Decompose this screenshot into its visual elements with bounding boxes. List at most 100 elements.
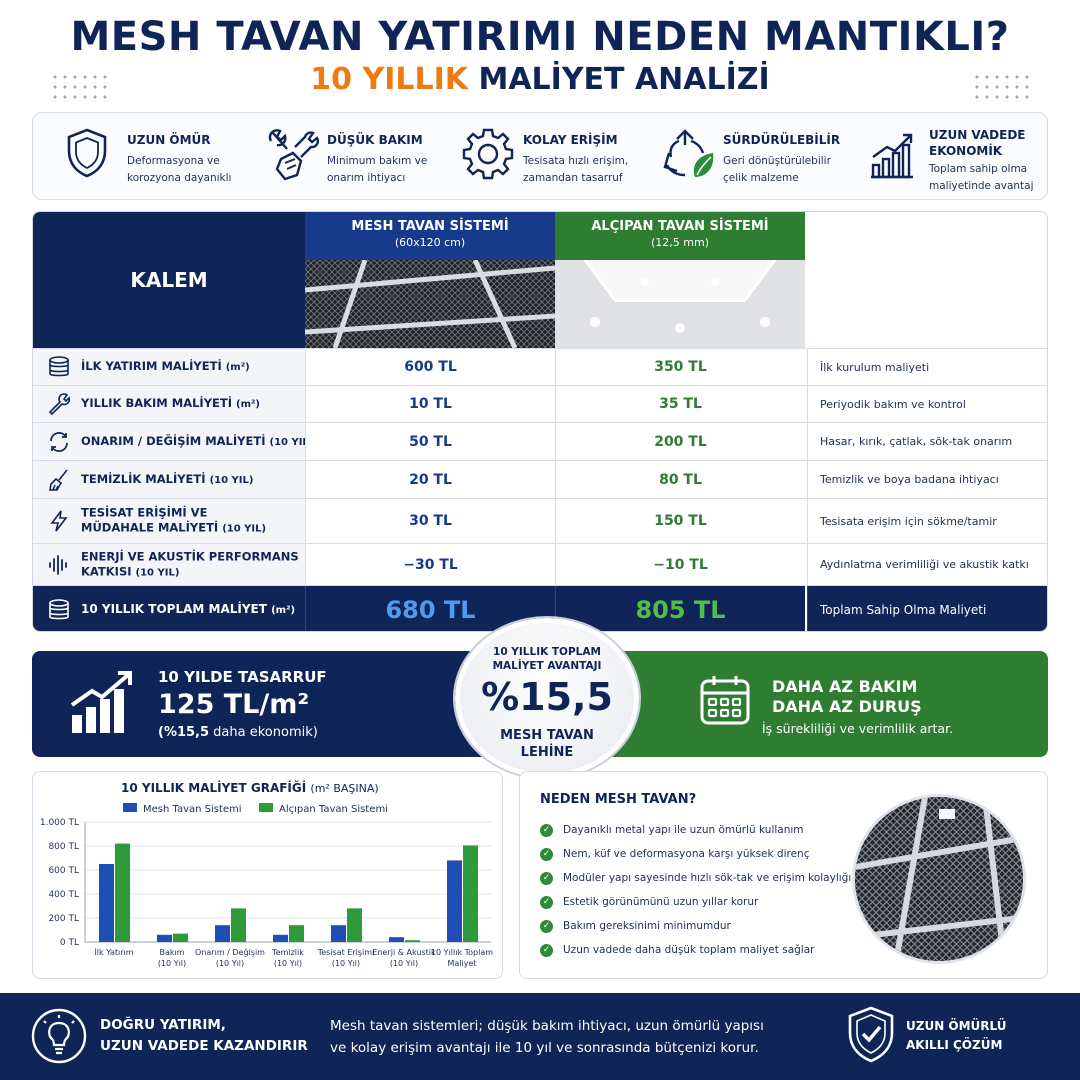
list-item: ✓ Estetik görünümünü uzun yıllar korur (540, 890, 851, 914)
recycle-leaf-icon (663, 129, 714, 177)
footer: DOĞRU YATIRIM, UZUN VADEDE KAZANDIRIR Mes… (0, 993, 1080, 1080)
shield-icon (67, 128, 107, 178)
row-label: ENERJİ VE AKUSTİK PERFORMANS KATKISI (10 … (81, 549, 299, 578)
feature-title: KOLAY ERİŞİM (523, 133, 618, 147)
row-description: Tesisata erişim için sökme/tamir (807, 499, 1047, 543)
row-description: Hasar, kırık, çatlak, sök-tak onarım (807, 423, 1047, 460)
legend-label: Alçıpan Tavan Sistemi (279, 804, 388, 815)
bar-mesh (157, 934, 172, 942)
x-tick-label: Enerji & Akustik (372, 948, 436, 957)
mesh-value: 30 TL (305, 499, 555, 543)
subtitle-rest: MALİYET ANALİZİ (478, 62, 770, 97)
table-row: İLK YATIRIM MALİYETİ (m²) 600 TL 350 TL … (33, 348, 1047, 385)
mesh-ceiling-photo (305, 260, 555, 348)
row-description: Aydınlatma verimliliği ve akustik katkı (807, 544, 1047, 585)
chart-title: 10 YILLIK MALİYET GRAFİĞİ (m² BAŞINA) (121, 781, 379, 795)
y-tick-label: 200 TL (48, 914, 79, 924)
lightbulb-icon (31, 1008, 87, 1064)
list-item: ✓ Dayanıklı metal yapı ile uzun ömürlü ku… (540, 818, 851, 842)
coins-icon (49, 356, 69, 377)
refresh-icon (50, 431, 68, 452)
cost-comparison-table: KALEM MESH TAVAN SİSTEMİ (60x120 cm) ALÇI… (32, 211, 1048, 632)
feature-item: KOLAY ERİŞİM Tesisata hızlı erişim, zaman… (461, 113, 651, 201)
feature-item: UZUN VADEDE EKONOMİK Toplam sahip olma mal… (867, 113, 1047, 201)
dot-pattern-right (972, 72, 1032, 102)
benefit-note: İş sürekliliği ve verimlilik artar. (762, 721, 954, 736)
x-tick-label: 10 Yıllık Toplam (431, 948, 493, 957)
mesh-total-value: 680 TL (305, 586, 555, 631)
row-label: TEMİZLİK MALİYETİ (10 YIL) (81, 471, 254, 486)
feature-desc: Minimum bakım ve onarım ihtiyacı (327, 155, 428, 184)
bar-alcipan (115, 843, 130, 942)
wrench-icon (48, 393, 71, 415)
why-mesh-panel: NEDEN MESH TAVAN? ✓ Dayanıklı metal yapı … (519, 771, 1048, 979)
column-header-alcipan: ALÇIPAN TAVAN SİSTEMİ (12,5 mm) (555, 212, 805, 260)
why-title: NEDEN MESH TAVAN? (540, 792, 697, 807)
row-label: YILLIK BAKIM MALİYETİ (m²) (81, 396, 260, 410)
bar-mesh (273, 934, 288, 942)
list-item: ✓ Nem, küf ve deformasyona karşı yüksek d… (540, 842, 851, 866)
legend-label: Mesh Tavan Sistemi (143, 804, 242, 815)
feature-item: UZUN ÖMÜR Deformasyona ve korozyona dayan… (65, 113, 245, 201)
advantage-badge: 10 YILLIK TOPLAM MALİYET AVANTAJI %15,5 M… (455, 618, 639, 778)
gear-icon (462, 128, 514, 180)
benefit-title: DAHA AZ BAKIM DAHA AZ DURUŞ (772, 677, 922, 716)
x-tick-label: (10 Yıl) (216, 959, 244, 968)
x-tick-label: (10 Yıl) (332, 959, 360, 968)
rising-bars-icon (70, 671, 132, 733)
x-tick-label: Temizlik (271, 948, 304, 957)
check-icon: ✓ (540, 847, 553, 861)
bar-alcipan (405, 940, 420, 942)
x-tick-label: Onarım / Değişim (195, 948, 265, 957)
broom-icon (49, 469, 68, 491)
alcipan-total-value: 805 TL (555, 586, 805, 631)
bar-alcipan (463, 845, 478, 942)
alcipan-value: 200 TL (555, 423, 805, 460)
dot-pattern-left (50, 72, 110, 102)
check-icon: ✓ (540, 871, 553, 885)
bolt-icon (50, 510, 68, 532)
footer-slogan: DOĞRU YATIRIM, UZUN VADEDE KAZANDIRIR (100, 1017, 308, 1054)
y-tick-label: 1.000 TL (40, 818, 79, 828)
alcipan-value: 150 TL (555, 499, 805, 543)
row-description: Periyodik bakım ve kontrol (807, 386, 1047, 422)
x-tick-label: Tesisat Erişimi (317, 948, 375, 957)
feature-desc: Toplam sahip olma maliyetinde avantaj (929, 163, 1034, 192)
benefit-panel: DAHA AZ BAKIM DAHA AZ DURUŞ İş sürekliliğ… (586, 651, 1048, 757)
bar-mesh (99, 864, 114, 942)
savings-panel: 10 YILDE TASARRUF 125 TL/m² (%15,5 daha … (32, 651, 502, 757)
feature-title: DÜŞÜK BAKIM (327, 133, 423, 147)
page-title: MESH TAVAN YATIRIMI NEDEN MANTIKLI? (70, 14, 1010, 60)
sound-wave-icon (49, 554, 67, 575)
calendar-icon (700, 676, 750, 725)
savings-title: 10 YILDE TASARRUF (158, 668, 327, 686)
feature-desc: Geri dönüştürülebilir çelik malzeme (723, 155, 831, 184)
gypsum-ceiling-photo (555, 260, 805, 348)
feature-item: SÜRDÜRÜLEBİLİR Geri dönüştürülebilir çeli… (661, 113, 851, 201)
feature-desc: Deformasyona ve korozyona dayanıklı (127, 155, 232, 184)
bar-alcipan (173, 933, 188, 942)
check-icon: ✓ (540, 919, 553, 933)
mesh-value: −30 TL (305, 544, 555, 585)
row-description: Temizlik ve boya badana ihtiyacı (807, 461, 1047, 498)
alcipan-value: 350 TL (555, 349, 805, 385)
mesh-value: 600 TL (305, 349, 555, 385)
check-icon: ✓ (540, 943, 553, 957)
savings-value: 125 TL/m² (158, 689, 310, 720)
bar-mesh (447, 860, 462, 942)
legend-swatch (123, 803, 137, 812)
chart-canvas: Mesh Tavan Sistemi Alçıpan Tavan Sistemi 1… (40, 803, 493, 968)
shield-check-icon (848, 1006, 894, 1063)
y-tick-label: 400 TL (48, 890, 79, 900)
footer-message: Mesh tavan sistemleri; düşük bakım ihtiy… (330, 1018, 764, 1056)
cost-chart: 10 YILLIK MALİYET GRAFİĞİ (m² BAŞINA) Me… (32, 771, 503, 979)
mesh-value: 20 TL (305, 461, 555, 498)
badge-percent: %15,5 (481, 675, 613, 719)
x-tick-label: Maliyet (447, 959, 476, 968)
savings-note: (%15,5 daha ekonomik) (158, 725, 318, 740)
subtitle-highlight: 10 YILLIK (310, 62, 469, 97)
row-description: İlk kurulum maliyeti (807, 349, 1047, 385)
check-icon: ✓ (540, 823, 553, 837)
page-subtitle: 10 YILLIK MALİYET ANALİZİ (0, 62, 1080, 97)
mesh-value: 10 TL (305, 386, 555, 422)
